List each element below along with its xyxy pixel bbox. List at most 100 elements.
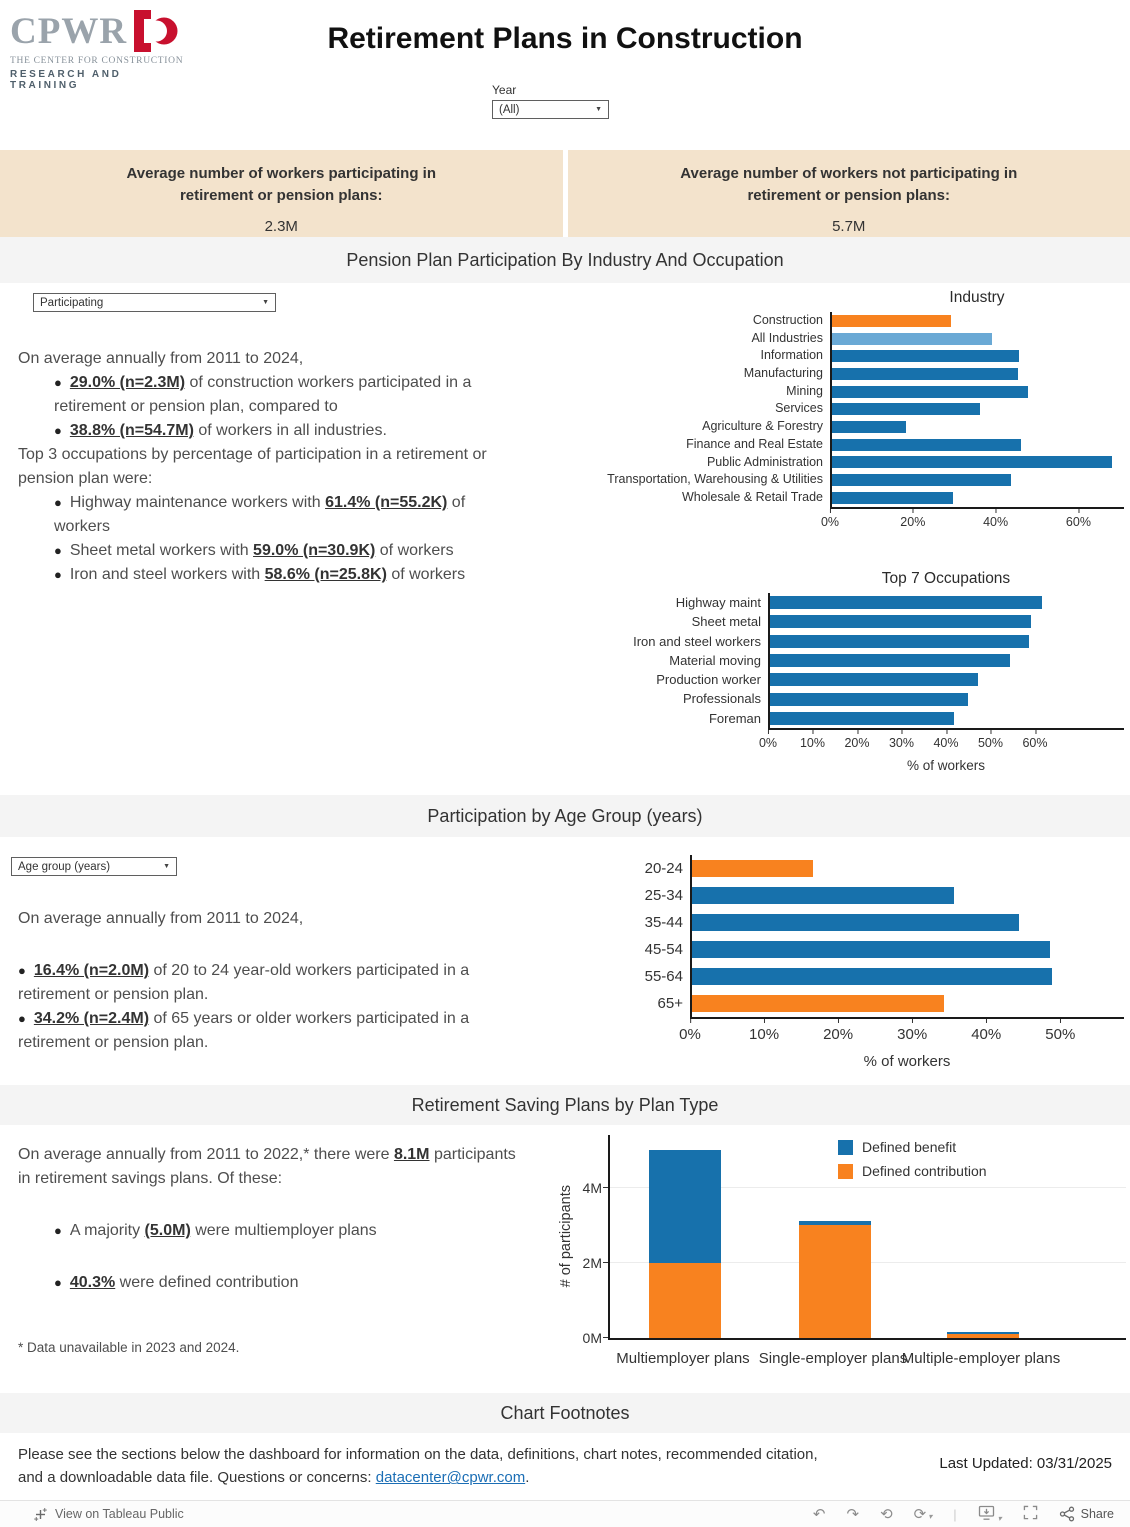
axis-category-label: Information <box>760 348 823 363</box>
axis-category-label: Transportation, Warehousing & Utilities <box>607 472 823 487</box>
axis-category-label: Public Administration <box>706 454 823 469</box>
industry-bar[interactable] <box>832 456 1112 469</box>
axis-category-label: Manufacturing <box>743 366 823 381</box>
bar-track <box>832 312 1124 330</box>
age_group-bar[interactable] <box>692 995 945 1012</box>
undo-icon[interactable]: ↶ <box>812 1505 826 1523</box>
participation-filter-value: Participating <box>40 296 104 309</box>
year-filter-dropdown[interactable]: (All) ▼ <box>492 100 609 119</box>
top_occupations-bar[interactable] <box>770 711 954 725</box>
axis-tick-label: 0M <box>582 1330 602 1346</box>
intro-text: On average annually from 2011 to 2022,* … <box>18 1146 516 1187</box>
x-axis: 0% 10% 20% 30% 40% 50% <box>679 1019 1124 1045</box>
redo-icon[interactable]: ↷ <box>846 1505 860 1523</box>
tableau-toolbar: View on Tableau Public ↶ ↷ ⟲ ⟳ ▾ | ▾ <box>0 1500 1130 1527</box>
industry-bar[interactable] <box>832 420 907 433</box>
axis-tick-label: 40% <box>983 508 1008 529</box>
refresh-icon[interactable]: ⟳ ▾ <box>913 1505 933 1523</box>
data-unavailable-footnote: * Data unavailable in 2023 and 2024. <box>18 1340 240 1355</box>
share-icon <box>1059 1506 1074 1522</box>
defined-benefit-bar[interactable] <box>649 1150 721 1263</box>
age-group-filter-value: Age group (years) <box>18 860 111 873</box>
axis-category-label: Finance and Real Estate <box>686 436 823 451</box>
age_group-bar[interactable] <box>692 941 1051 958</box>
category-axis: Highway maint Sheet metal Iron and steel w… <box>540 593 768 750</box>
top_occupations-bar[interactable] <box>770 692 969 706</box>
industry-bar[interactable] <box>832 385 1028 398</box>
bar-track <box>770 670 1124 689</box>
view-on-tableau-public-link[interactable]: View on Tableau Public <box>33 1507 184 1522</box>
bar-track <box>832 383 1124 401</box>
defined-benefit-bar[interactable] <box>947 1332 1019 1334</box>
email-link[interactable]: datacenter@cpwr.com <box>375 1469 526 1487</box>
top_occupations-bar[interactable] <box>770 634 1030 648</box>
x-axis: 0% 10% 20% 30% 40% 50% 60% <box>759 730 1124 750</box>
intro-text: On average annually from 2011 to 2024, <box>18 910 304 927</box>
industry-bar[interactable] <box>832 403 981 416</box>
legend-swatch <box>838 1139 853 1155</box>
age_group-bar[interactable] <box>692 860 813 877</box>
legend-item[interactable]: Defined contribution <box>838 1163 987 1179</box>
legend-item[interactable]: Defined benefit <box>838 1139 987 1155</box>
plot-area <box>768 593 1124 731</box>
industry-bar[interactable] <box>832 314 952 327</box>
axis-tick-label: 0% <box>821 508 839 529</box>
defined-contribution-bar[interactable] <box>799 1225 871 1338</box>
x-category-label: Multiemployer plans <box>616 1350 750 1367</box>
axis-tick-mark <box>603 1261 608 1263</box>
download-icon[interactable]: ▾ <box>978 1505 1002 1524</box>
industry-bar[interactable] <box>832 474 1011 487</box>
age_group-bar[interactable] <box>692 887 954 904</box>
industry-bar[interactable] <box>832 367 1018 380</box>
stat-card-not-participating: Average number of workers not participat… <box>567 150 1130 237</box>
axis-tick-label: 4M <box>582 1179 602 1196</box>
defined-contribution-bar[interactable] <box>947 1333 1019 1338</box>
chart-title: Top 7 Occupations <box>881 570 1011 587</box>
defined-contribution-bar[interactable] <box>649 1262 721 1338</box>
top_occupations-bar[interactable] <box>770 673 978 687</box>
axis-category-label: Professionals <box>682 691 761 707</box>
chevron-down-icon: ▼ <box>262 299 269 306</box>
bar-track <box>832 454 1124 472</box>
bar-track <box>770 689 1124 708</box>
summary-stats-band: Average number of workers participating … <box>0 150 1130 237</box>
bullet-all-industries-stat: 38.8% (n=54.7M) of workers in all indust… <box>18 419 518 443</box>
section-title-industry-occupation: Pension Plan Participation By Industry A… <box>0 237 1130 283</box>
industry-bar[interactable] <box>832 350 1020 363</box>
chevron-down-icon[interactable]: ▾ <box>928 1511 933 1521</box>
legend-label: Defined benefit <box>862 1139 957 1155</box>
section-title-plan-type: Retirement Saving Plans by Plan Type <box>0 1085 1130 1125</box>
axis-tick-label: 40% <box>933 730 959 750</box>
industry-bar[interactable] <box>832 491 954 504</box>
participation-filter-dropdown[interactable]: Participating ▼ <box>33 293 276 312</box>
chart-title: Industry <box>949 289 1005 306</box>
plan-type-stacked-chart: # of participants Defined benefit Defined… <box>556 1135 1126 1390</box>
age_group-bar[interactable] <box>692 914 1019 931</box>
axis-tick-label: 30% <box>897 1019 927 1043</box>
last-updated-label: Last Updated: 03/31/2025 <box>939 1455 1112 1472</box>
plot-area <box>830 312 1124 509</box>
fullscreen-icon[interactable] <box>1023 1505 1038 1523</box>
axis-tick-label: 10% <box>800 730 825 750</box>
x-axis-label: % of workers <box>863 1053 951 1070</box>
section-title-age-group: Participation by Age Group (years) <box>0 795 1130 837</box>
cpwr-logo[interactable]: CPWR THE CENTER FOR CONSTRUCTION RESEARC… <box>10 10 190 91</box>
age-group-filter-dropdown[interactable]: Age group (years) ▼ <box>11 857 177 876</box>
defined-benefit-bar[interactable] <box>799 1221 871 1226</box>
industry-bar[interactable] <box>832 438 1022 451</box>
top_occupations-bar[interactable] <box>770 596 1042 610</box>
industry-bar[interactable] <box>832 332 992 345</box>
logo-tagline-1: THE CENTER FOR CONSTRUCTION <box>10 56 184 66</box>
age_group-bar[interactable] <box>692 968 1053 985</box>
revert-icon[interactable]: ⟲ <box>880 1505 893 1523</box>
axis-tick-label: 2M <box>582 1254 602 1271</box>
chevron-down-icon[interactable]: ▾ <box>997 1513 1002 1523</box>
axis-category-label: Construction <box>752 313 823 327</box>
axis-tick-label: 60% <box>1022 730 1048 750</box>
top_occupations-bar[interactable] <box>770 615 1032 629</box>
view-on-tableau-public-label: View on Tableau Public <box>55 1507 184 1521</box>
share-button[interactable]: Share <box>1059 1506 1114 1522</box>
axis-category-label: 20-24 <box>644 860 683 877</box>
bar-track <box>692 855 1124 882</box>
top_occupations-bar[interactable] <box>770 654 1011 668</box>
